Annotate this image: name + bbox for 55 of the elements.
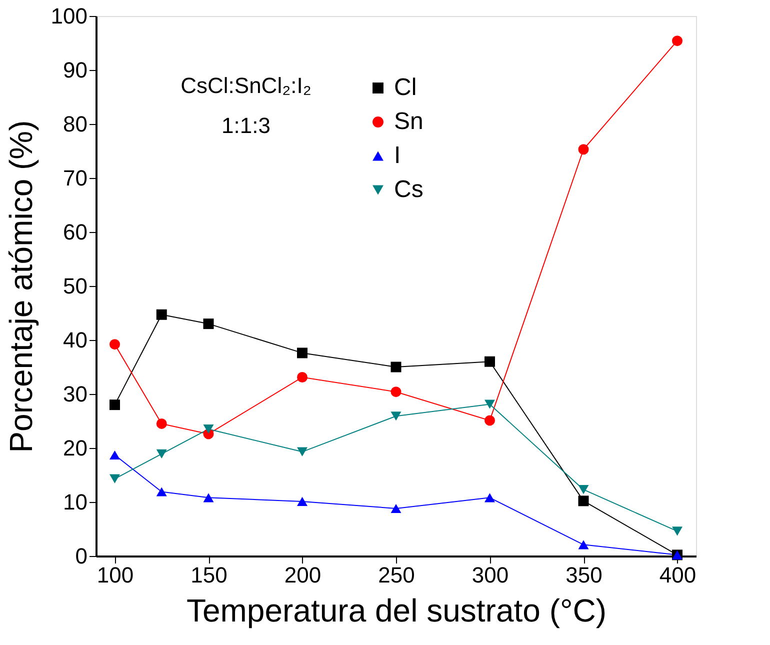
point (672, 526, 682, 536)
point (156, 487, 167, 496)
y-tick-label: 90 (63, 58, 88, 82)
point (110, 400, 120, 410)
point (203, 424, 214, 434)
point (110, 339, 120, 350)
point (156, 309, 167, 320)
point (390, 386, 402, 398)
point (390, 504, 402, 514)
legend-label: I (394, 142, 401, 169)
y-tick-label: 70 (63, 166, 88, 190)
x-axis-title: Temperatura del sustrato (°C) (186, 592, 607, 628)
point (484, 493, 495, 502)
point (484, 415, 495, 426)
y-tick-label: 10 (63, 490, 88, 514)
x-tick-label: 100 (96, 562, 134, 588)
y-tick-label: 30 (63, 382, 88, 406)
legend-label: Cl (394, 74, 417, 101)
y-tick-label: 0 (75, 544, 88, 568)
legend-label: Sn (394, 108, 424, 135)
x-tick-label: 200 (284, 562, 322, 588)
point (156, 418, 167, 429)
point (297, 372, 308, 382)
point (484, 400, 495, 409)
point (390, 412, 402, 421)
point (297, 447, 308, 456)
y-tick-label: 40 (63, 328, 88, 352)
point (672, 36, 682, 46)
point (297, 348, 308, 358)
y-tick-label: 20 (63, 436, 88, 460)
point (578, 540, 589, 550)
point (578, 496, 589, 506)
point (484, 356, 495, 367)
annotation: CsCl:SnCl₂:I₂ (180, 73, 312, 98)
x-tick-label: 250 (378, 562, 415, 588)
y-axis-title: Porcentaje atómico (%) (2, 120, 39, 453)
y-tick-label: 60 (63, 220, 88, 244)
x-tick-label: 350 (566, 562, 602, 588)
point (297, 496, 308, 506)
point (203, 318, 214, 330)
y-tick-label: 100 (50, 4, 88, 28)
point (203, 493, 214, 502)
point (390, 362, 402, 372)
point (110, 474, 120, 484)
point (578, 144, 589, 155)
point (110, 450, 120, 460)
annotation: 1:1:3 (222, 113, 270, 138)
legend-label: Cs (394, 176, 424, 203)
y-tick-label: 80 (63, 112, 88, 136)
point (578, 485, 589, 494)
point (156, 449, 167, 458)
y-tick-label: 50 (63, 274, 88, 298)
x-tick-label: 300 (472, 562, 509, 588)
x-tick-label: 150 (190, 562, 228, 588)
x-tick-label: 400 (659, 562, 696, 588)
